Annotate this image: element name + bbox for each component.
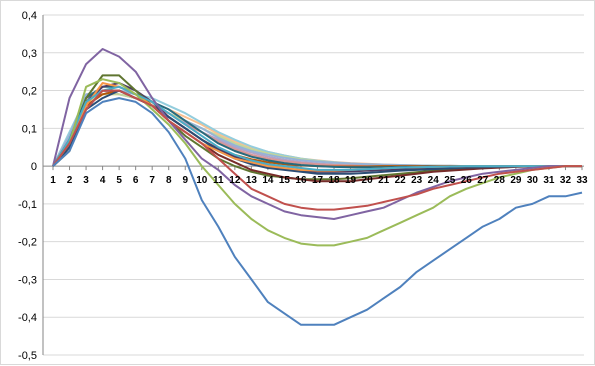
- x-tick-label: 13: [246, 175, 258, 186]
- x-tick-label: 2: [67, 175, 73, 186]
- y-tick-label: 0,3: [22, 48, 37, 60]
- x-tick-label: 26: [461, 175, 473, 186]
- x-tick-label: 9: [182, 175, 188, 186]
- x-tick-label: 29: [510, 175, 522, 186]
- x-tick-label: 21: [378, 175, 390, 186]
- series-line-15: [52, 93, 582, 168]
- x-tick-label: 15: [279, 175, 291, 186]
- gridlines: [43, 14, 584, 356]
- y-axis-tick-labels: 0,4 0,3 0,2 0,1 0 -0,1 -0,2 -0,3 -0,4 -0,5: [18, 10, 37, 362]
- y-tick-label: -0,3: [18, 274, 37, 286]
- y-tick-label: -0,5: [18, 350, 37, 362]
- x-tick-label: 6: [133, 175, 139, 186]
- x-tick-label: 31: [543, 175, 555, 186]
- x-tick-label: 28: [494, 175, 506, 186]
- series-lines: [52, 48, 583, 326]
- x-axis-tick-labels: 1 2 3 4 5 6 7 8 9 10 11 12 13 14 15 16 17 18 19 20 21 22 23 24 2…: [50, 175, 588, 186]
- series-line-5: [52, 85, 582, 171]
- y-tick-label: 0: [31, 161, 37, 173]
- x-tick-label: 8: [166, 175, 172, 186]
- series-line-3: [52, 78, 582, 247]
- x-tick-label: 3: [83, 175, 89, 186]
- x-tick-label: 5: [116, 175, 122, 186]
- y-tick-label: 0,1: [22, 123, 37, 135]
- y-tick-label: -0,4: [18, 312, 37, 324]
- x-tick-label: 20: [362, 175, 374, 186]
- x-tick-label: 10: [196, 175, 208, 186]
- x-tick-label: 19: [345, 175, 357, 186]
- x-tick-label: 17: [312, 175, 324, 186]
- x-tick-label: 22: [395, 175, 407, 186]
- series-line-4: [52, 48, 582, 220]
- series-line-11: [52, 85, 582, 169]
- x-tick-label: 25: [444, 175, 456, 186]
- series-line-1: [52, 97, 583, 326]
- x-tick-label: 16: [295, 175, 307, 186]
- x-tick-label: 30: [527, 175, 539, 186]
- y-tick-label: -0,2: [18, 237, 37, 249]
- y-tick-label: -0,1: [18, 199, 37, 211]
- y-tick-label: 0,2: [22, 86, 37, 98]
- x-tick-label: 24: [428, 175, 440, 186]
- x-tick-label: 4: [100, 175, 106, 186]
- y-tick-label: 0,4: [22, 10, 37, 22]
- x-tick-label: 27: [477, 175, 489, 186]
- series-line-18: [52, 93, 582, 168]
- x-tick-label: 7: [149, 175, 155, 186]
- x-tick-label: 12: [229, 175, 241, 186]
- x-tick-label: 14: [262, 175, 274, 186]
- x-tick-label: 1: [50, 175, 56, 186]
- x-tick-label: 33: [576, 175, 588, 186]
- series-line-2: [52, 89, 582, 211]
- x-tick-label: 11: [213, 175, 224, 186]
- x-tick-label: 18: [328, 175, 340, 186]
- x-tick-label: 32: [560, 175, 572, 186]
- x-tick-label: 23: [411, 175, 423, 186]
